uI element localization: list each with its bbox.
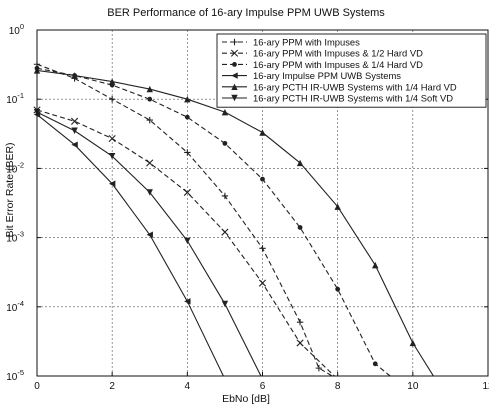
chart-title: BER Performance of 16-ary Impulse PPM UW…: [107, 7, 385, 19]
data-point: [184, 96, 191, 103]
data-point: [258, 279, 267, 287]
legend-label: 16-ary PPM with Impuses: [253, 37, 360, 48]
data-point: [221, 108, 229, 116]
x-tick-label: 0: [34, 381, 40, 392]
data-point: [372, 361, 378, 367]
legend-label: 16-ary PPM with Impuses & 1/2 Hard VD: [253, 48, 423, 59]
data-point: [334, 203, 341, 210]
data-point: [146, 116, 153, 124]
data-point: [108, 153, 116, 160]
series-line: [37, 63, 334, 376]
series-line: [37, 69, 435, 376]
data-point: [184, 237, 191, 244]
series-4: [33, 111, 225, 376]
data-point: [296, 318, 304, 326]
data-point: [222, 140, 228, 146]
data-point: [146, 159, 154, 167]
y-tick-label: 10-5: [6, 368, 24, 383]
y-tick-label: 10-1: [6, 91, 24, 106]
data-point: [147, 96, 153, 102]
series-5: [33, 67, 435, 376]
legend-label: 16-ary Impulse PPM UWB Systems: [253, 70, 401, 81]
data-point: [230, 49, 239, 57]
x-tick-label: 10: [407, 381, 419, 392]
data-point: [315, 364, 323, 372]
data-point: [221, 300, 229, 308]
data-point: [372, 261, 379, 269]
data-point: [183, 188, 191, 196]
series-line: [37, 109, 336, 376]
legend-item: 16-ary PPM with Impuses: [222, 37, 360, 48]
data-point: [296, 159, 304, 167]
legend-label: 16-ary PCTH IR-UWB Systems with 1/4 Hard…: [253, 81, 457, 92]
data-point: [335, 286, 341, 292]
data-point: [108, 134, 116, 143]
legend-item: 16-ary PCTH IR-UWB Systems with 1/4 Hard…: [222, 81, 457, 92]
legend-item: 16-ary PCTH IR-UWB Systems with 1/4 Soft…: [222, 93, 453, 104]
legend-item: 16-ary PPM with Impuses & 1/4 Hard VD: [222, 59, 423, 70]
data-point: [108, 180, 116, 187]
data-point: [259, 129, 266, 136]
data-point: [221, 192, 229, 200]
data-point: [231, 72, 238, 79]
x-tick-label: 6: [260, 381, 266, 392]
data-point: [108, 78, 116, 85]
data-point: [108, 96, 116, 103]
data-point: [146, 189, 153, 196]
series-6: [33, 108, 262, 376]
series-group: [33, 61, 435, 376]
data-point: [184, 298, 191, 305]
data-point: [297, 225, 303, 230]
y-tick-label: 100: [9, 22, 24, 37]
data-point: [231, 94, 238, 102]
y-tick-label: 10-2: [6, 160, 24, 175]
x-tick-label: 4: [185, 381, 191, 392]
legend-label: 16-ary PCTH IR-UWB Systems with 1/4 Soft…: [253, 93, 453, 104]
y-tick-label: 10-4: [6, 299, 24, 314]
legend-label: 16-ary PPM with Impuses & 1/4 Hard VD: [253, 59, 423, 70]
data-point: [231, 38, 238, 46]
series-line: [37, 67, 392, 376]
legend-box: [216, 33, 487, 108]
data-point: [146, 85, 153, 93]
legend-item: 16-ary PPM with Impuses & 1/2 Hard VD: [222, 48, 423, 59]
series-line: [37, 111, 262, 376]
data-point: [146, 231, 153, 238]
x-tick-label: 8: [335, 381, 341, 392]
data-point: [70, 117, 79, 125]
series-2: [33, 106, 336, 376]
data-point: [184, 149, 191, 156]
data-point: [232, 62, 237, 67]
series-line: [37, 114, 225, 376]
y-axis-label: Bit Error Rate (BER): [4, 142, 16, 237]
data-point: [296, 339, 304, 347]
y-tick-label: 10-3: [6, 230, 24, 245]
series-1: [33, 61, 334, 376]
data-point: [259, 245, 266, 252]
data-point: [71, 141, 78, 148]
data-point: [409, 339, 417, 347]
axis-ticks: 0 2 4 6 8 10 12 100 10-1 10-2 10-3 10-4 10-5: [6, 22, 489, 392]
x-tick-label: 12: [482, 381, 489, 392]
x-tick-label: 2: [109, 381, 115, 392]
data-point: [184, 114, 190, 120]
series-3: [34, 65, 392, 376]
x-axis-label: EbNo [dB]: [222, 393, 270, 405]
data-point: [260, 176, 265, 182]
data-point: [221, 228, 229, 236]
legend-item: 16-ary Impulse PPM UWB Systems: [222, 70, 401, 81]
data-point: [71, 72, 78, 79]
data-point: [231, 83, 238, 90]
data-point: [71, 127, 78, 134]
